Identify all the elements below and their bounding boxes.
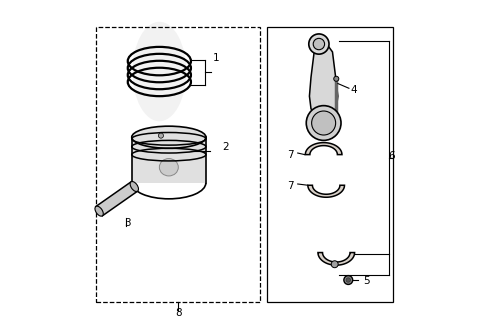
Polygon shape — [308, 185, 344, 197]
Bar — [267, 27, 393, 301]
Polygon shape — [305, 143, 342, 155]
Polygon shape — [318, 252, 355, 265]
Ellipse shape — [132, 22, 186, 121]
Circle shape — [331, 261, 338, 268]
Polygon shape — [96, 182, 138, 216]
Circle shape — [158, 133, 163, 138]
Circle shape — [344, 276, 353, 284]
Text: 8: 8 — [175, 308, 182, 317]
Text: 1: 1 — [213, 53, 220, 63]
Circle shape — [334, 76, 339, 81]
Ellipse shape — [132, 126, 206, 148]
Ellipse shape — [130, 181, 139, 191]
Circle shape — [306, 106, 341, 140]
Text: 5: 5 — [363, 276, 369, 286]
Text: 6: 6 — [388, 151, 395, 161]
Bar — [96, 27, 260, 301]
Circle shape — [309, 34, 329, 54]
Text: 3: 3 — [125, 218, 131, 228]
Circle shape — [312, 111, 336, 135]
Polygon shape — [310, 45, 338, 118]
Text: 4: 4 — [350, 85, 357, 95]
FancyBboxPatch shape — [132, 137, 206, 183]
Text: 2: 2 — [222, 142, 229, 152]
Circle shape — [346, 278, 351, 282]
Text: 7: 7 — [287, 150, 294, 160]
Ellipse shape — [159, 158, 178, 176]
Ellipse shape — [95, 206, 103, 216]
Circle shape — [313, 38, 325, 50]
Text: 7: 7 — [287, 181, 294, 191]
